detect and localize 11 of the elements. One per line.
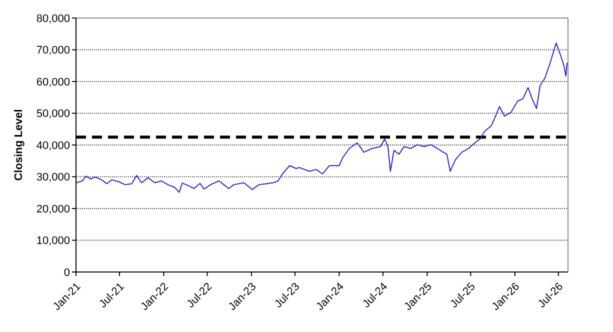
- y-axis-title: Closing Level: [12, 109, 25, 181]
- y-tick-label: 20,000: [36, 203, 70, 216]
- y-tick-label: 0: [64, 266, 70, 279]
- y-tick-label: 40,000: [36, 140, 70, 152]
- y-tick-label: 70,000: [36, 44, 70, 57]
- y-tick-label: 50,000: [36, 108, 70, 120]
- line-series: [76, 42, 568, 193]
- y-tick-label: 80,000: [36, 12, 70, 25]
- y-tick-label: 60,000: [36, 76, 70, 88]
- y-tick-label: 10,000: [36, 235, 70, 248]
- y-tick-label: 30,000: [36, 172, 70, 184]
